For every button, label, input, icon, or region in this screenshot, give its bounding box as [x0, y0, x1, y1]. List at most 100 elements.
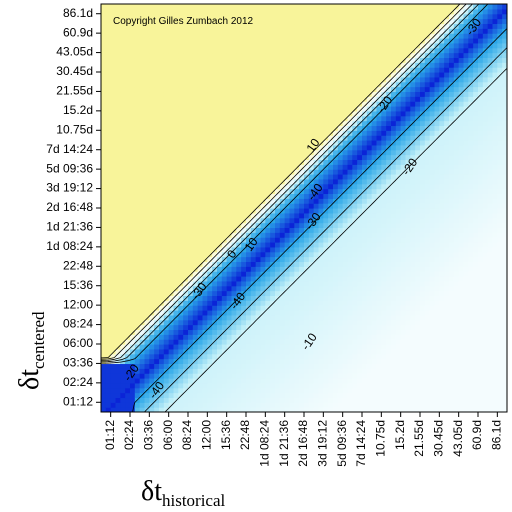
heatmap-cell [289, 13, 295, 20]
heatmap-cell [304, 130, 310, 136]
heatmap-cell [255, 144, 262, 151]
heatmap-cell [159, 183, 165, 190]
heatmap-cell [115, 208, 121, 214]
heatmap-cell [192, 382, 199, 389]
heatmap-cell [381, 339, 387, 345]
heatmap-cell [366, 363, 373, 369]
heatmap-cell [308, 261, 315, 267]
heatmap-cell [308, 91, 315, 97]
heatmap-cell [173, 324, 179, 331]
heatmap-cell [294, 115, 300, 122]
heatmap-cell [313, 392, 320, 399]
heatmap-cell [217, 135, 223, 141]
heatmap-cell [236, 358, 242, 365]
heatmap-cell [347, 222, 353, 229]
heatmap-cell [120, 125, 126, 131]
heatmap-cell [178, 188, 184, 195]
heatmap-cell [328, 344, 334, 350]
heatmap-cell [120, 261, 126, 267]
heatmap-cell [250, 295, 257, 301]
heatmap-cell [304, 38, 310, 44]
heatmap-cell [342, 96, 349, 102]
heatmap-cell [265, 149, 271, 156]
heatmap-cell [386, 339, 392, 345]
heatmap-cell [125, 368, 131, 374]
heatmap-cell [313, 378, 320, 384]
heatmap-cell [323, 96, 329, 102]
heatmap-cell [381, 353, 387, 360]
heatmap-cell [366, 222, 373, 229]
heatmap-cell [289, 38, 295, 44]
heatmap-cell [333, 378, 339, 384]
heatmap-cell [313, 47, 320, 54]
heatmap-cell [149, 67, 155, 73]
heatmap-cell [304, 407, 310, 412]
heatmap-cell [246, 169, 252, 175]
heatmap-cell [212, 120, 218, 127]
heatmap-cell [178, 28, 184, 34]
heatmap-cell [202, 271, 208, 277]
heatmap-cell [265, 159, 271, 165]
heatmap-cell [337, 212, 344, 219]
heatmap-cell [357, 242, 363, 248]
heatmap-cell [183, 13, 189, 20]
heatmap-cell [342, 28, 349, 34]
heatmap-cell [250, 38, 257, 44]
heatmap-cell [168, 183, 175, 190]
heatmap-cell [188, 276, 194, 282]
heatmap-cell [265, 23, 271, 29]
heatmap-cell [241, 38, 247, 44]
heatmap-cell [236, 285, 242, 292]
heatmap-cell [197, 159, 204, 165]
heatmap-cell [284, 339, 291, 345]
heatmap-cell [313, 353, 320, 360]
heatmap-cell [318, 8, 324, 15]
heatmap-cell [241, 387, 247, 394]
heatmap-cell [386, 212, 392, 219]
heatmap-cell [318, 193, 324, 199]
heatmap-cell [197, 33, 204, 39]
heatmap-cell [207, 81, 213, 88]
heatmap-cell [255, 392, 262, 399]
heatmap-cell [192, 261, 199, 267]
heatmap-cell [110, 174, 117, 180]
heatmap-cell [294, 290, 300, 297]
heatmap-cell [207, 329, 213, 335]
heatmap-cell [246, 47, 252, 54]
heatmap-cell [105, 62, 112, 68]
heatmap-cell [323, 407, 329, 412]
heatmap-cell [178, 344, 184, 350]
heatmap-cell [125, 169, 131, 175]
heatmap-cell [212, 227, 218, 233]
heatmap-cell [139, 300, 146, 306]
heatmap-cell [376, 329, 382, 335]
heatmap-cell [159, 227, 165, 233]
heatmap-cell [275, 178, 281, 185]
heatmap-cell [231, 402, 237, 408]
heatmap-cell [347, 324, 353, 331]
heatmap-cell [366, 256, 373, 263]
heatmap-cell [192, 8, 199, 15]
heatmap-cell [226, 373, 233, 379]
heatmap-cell [105, 47, 112, 54]
heatmap-cell [313, 72, 320, 78]
heatmap-cell [279, 13, 286, 20]
heatmap-cell [241, 178, 247, 185]
heatmap-cell [371, 387, 378, 394]
heatmap-cell [333, 52, 339, 59]
heatmap-cell [270, 344, 276, 350]
heatmap-cell [366, 149, 373, 156]
heatmap-cell [313, 106, 320, 112]
heatmap-cell [304, 256, 310, 263]
heatmap-cell [381, 72, 387, 78]
heatmap-cell [313, 135, 320, 141]
heatmap-cell [241, 251, 247, 258]
heatmap-cell [304, 67, 310, 73]
heatmap-cell [202, 120, 208, 127]
heatmap-cell [381, 91, 387, 97]
heatmap-cell [173, 251, 179, 258]
heatmap-cell [246, 266, 252, 272]
heatmap-cell [115, 319, 121, 326]
heatmap-cell [342, 52, 349, 59]
heatmap-cell [337, 295, 344, 301]
